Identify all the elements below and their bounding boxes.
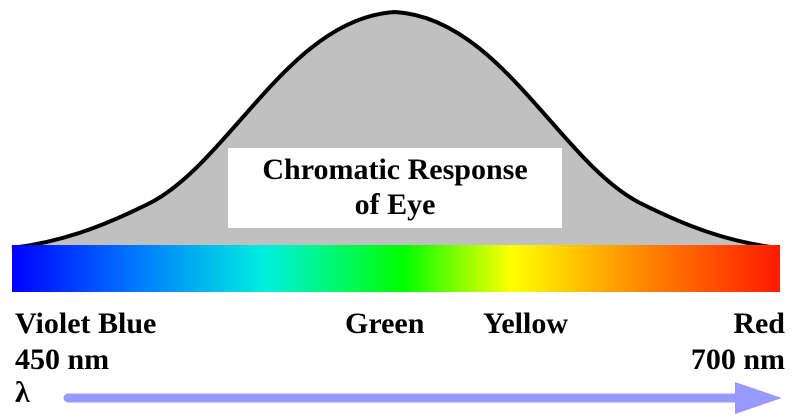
color-label: Violet Blue xyxy=(15,307,156,340)
title-line-1: Chromatic Response xyxy=(262,153,527,186)
arrow-head xyxy=(735,382,782,414)
lambda: λ xyxy=(15,376,30,409)
color-label: Red xyxy=(733,307,785,340)
color-label: Yellow xyxy=(483,307,568,340)
wavelength-end: 700 nm xyxy=(691,343,785,376)
response-curve xyxy=(11,9,779,250)
color-label: Green xyxy=(345,307,425,340)
title-box xyxy=(228,148,562,228)
title-line-2: of Eye xyxy=(355,188,436,221)
spectrum-bar xyxy=(12,245,780,292)
wavelength-start: 450 nm xyxy=(15,343,109,376)
